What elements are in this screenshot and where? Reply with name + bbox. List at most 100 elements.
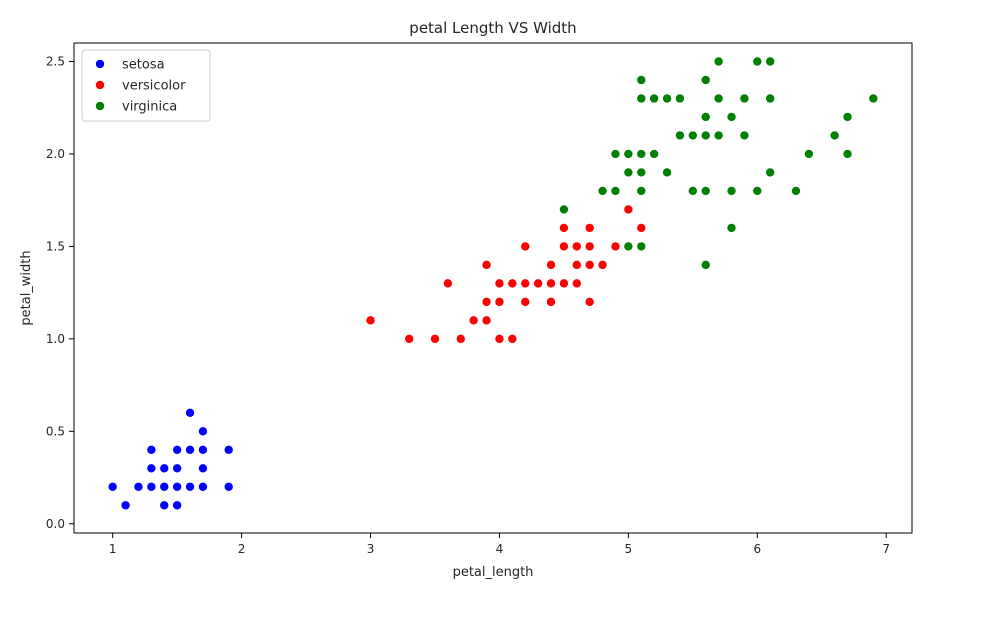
data-point-setosa <box>146 463 157 474</box>
data-point-versicolor <box>507 278 518 289</box>
data-point-versicolor <box>559 223 569 233</box>
data-point-setosa <box>185 481 195 492</box>
data-point-virginica <box>649 93 659 104</box>
data-point-virginica <box>765 93 775 104</box>
data-point-virginica <box>675 93 685 104</box>
legend-marker-virginica <box>95 101 105 111</box>
data-point-setosa <box>172 463 182 474</box>
x-tick-label: 3 <box>367 542 375 556</box>
data-point-versicolor <box>494 297 505 307</box>
data-point-virginica <box>752 56 763 67</box>
data-point-setosa <box>223 481 234 492</box>
data-point-versicolor <box>559 278 569 289</box>
data-point-versicolor <box>481 297 492 307</box>
data-point-virginica <box>700 260 711 270</box>
data-point-virginica <box>726 223 737 233</box>
data-point-virginica <box>739 93 750 104</box>
x-tick-label: 2 <box>238 542 246 556</box>
data-point-setosa <box>223 444 234 455</box>
data-point-setosa <box>172 481 182 492</box>
data-point-versicolor <box>597 260 608 270</box>
data-point-virginica <box>623 167 634 178</box>
data-point-setosa <box>120 500 131 511</box>
x-tick-label: 7 <box>882 542 890 556</box>
data-point-setosa <box>198 463 208 474</box>
y-tick-label: 2.0 <box>46 147 65 161</box>
series-setosa <box>107 408 234 511</box>
data-point-virginica <box>752 186 763 196</box>
data-point-versicolor <box>584 241 595 252</box>
data-point-versicolor <box>559 241 569 252</box>
data-point-versicolor <box>546 260 556 270</box>
data-point-setosa <box>172 444 182 455</box>
data-point-virginica <box>700 75 711 85</box>
legend-marker-versicolor <box>95 80 105 90</box>
data-point-virginica <box>688 130 698 141</box>
data-point-versicolor <box>520 241 531 252</box>
data-point-virginica <box>636 75 647 85</box>
data-point-virginica <box>842 149 853 159</box>
series-versicolor <box>365 204 647 344</box>
data-point-virginica <box>610 186 621 196</box>
data-point-virginica <box>623 241 634 252</box>
data-point-virginica <box>636 167 647 178</box>
data-point-virginica <box>829 130 840 141</box>
data-point-versicolor <box>636 223 647 233</box>
y-tick-label: 2.5 <box>46 54 65 68</box>
x-tick-label: 5 <box>625 542 633 556</box>
legend: setosa versicolor virginica <box>81 49 211 122</box>
data-point-versicolor <box>520 278 531 289</box>
chart-title: petal Length VS Width <box>409 19 576 37</box>
data-point-virginica <box>688 186 698 196</box>
data-point-setosa <box>159 500 170 511</box>
data-point-virginica <box>649 149 659 159</box>
y-tick-label: 1.0 <box>46 332 65 346</box>
data-point-versicolor <box>430 334 440 344</box>
data-point-virginica <box>726 186 737 196</box>
x-tick-label: 1 <box>109 542 117 556</box>
data-point-virginica <box>675 130 685 141</box>
legend-label-setosa: setosa <box>122 58 165 73</box>
data-point-virginica <box>623 149 634 159</box>
data-point-versicolor <box>455 334 466 344</box>
data-point-virginica <box>713 130 724 141</box>
y-axis-label: petal_width <box>19 250 34 325</box>
data-point-versicolor <box>481 315 492 326</box>
data-point-versicolor <box>494 278 505 289</box>
series-virginica <box>559 56 879 270</box>
data-point-virginica <box>739 130 750 141</box>
data-point-versicolor <box>546 278 556 289</box>
data-point-versicolor <box>365 315 376 326</box>
data-point-virginica <box>700 130 711 141</box>
data-point-virginica <box>636 186 647 196</box>
data-point-versicolor <box>481 260 492 270</box>
data-point-virginica <box>791 186 801 196</box>
plot-area-frame <box>73 42 913 534</box>
data-point-setosa <box>198 426 208 437</box>
data-point-versicolor <box>468 315 479 326</box>
data-point-virginica <box>842 112 853 122</box>
data-point-versicolor <box>443 278 453 289</box>
data-point-virginica <box>636 149 647 159</box>
legend-marker-setosa <box>95 59 105 69</box>
data-point-versicolor <box>494 334 505 344</box>
data-point-versicolor <box>584 223 595 233</box>
y-axis: 0.0 0.5 1.0 1.5 2.0 2.5 <box>46 54 74 531</box>
data-point-virginica <box>597 186 608 196</box>
data-point-versicolor <box>571 260 582 270</box>
data-point-setosa <box>172 500 182 511</box>
data-point-versicolor <box>546 297 556 307</box>
data-point-versicolor <box>520 297 531 307</box>
data-point-virginica <box>726 112 737 122</box>
data-point-versicolor <box>571 278 582 289</box>
data-point-versicolor <box>584 297 595 307</box>
data-point-versicolor <box>623 204 634 215</box>
data-point-versicolor <box>584 260 595 270</box>
data-point-setosa <box>159 481 170 492</box>
x-tick-label: 4 <box>496 542 504 556</box>
y-tick-label: 0.5 <box>46 424 65 438</box>
data-point-virginica <box>636 241 647 252</box>
data-point-virginica <box>713 56 724 67</box>
